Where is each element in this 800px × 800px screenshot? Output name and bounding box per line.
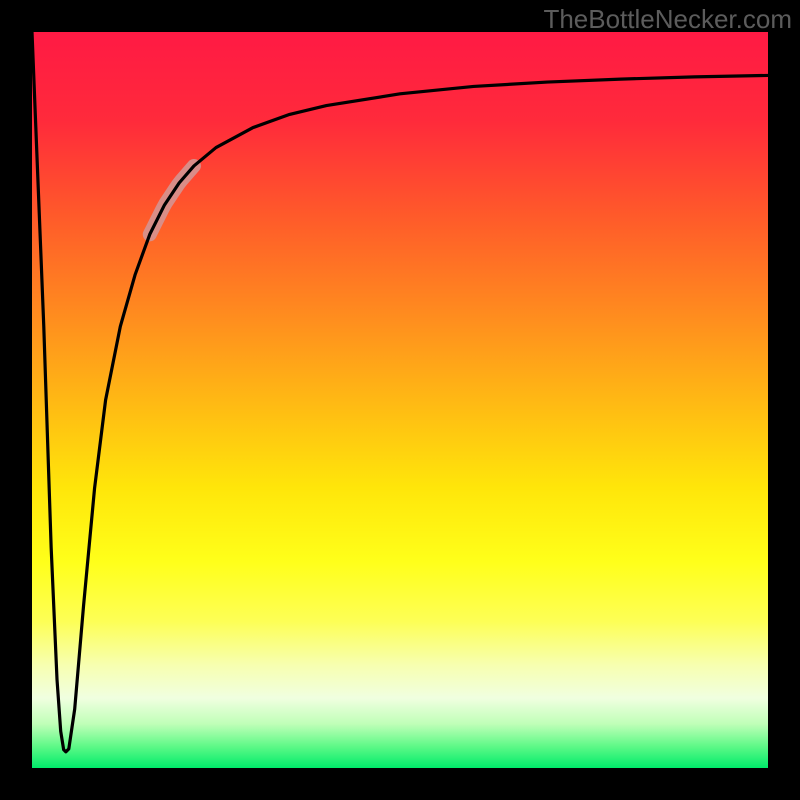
chart-curve-layer	[32, 32, 768, 768]
chart-plot-area	[32, 32, 768, 768]
bottleneck-curve	[32, 32, 768, 752]
attribution-label: TheBottleNecker.com	[543, 4, 792, 35]
